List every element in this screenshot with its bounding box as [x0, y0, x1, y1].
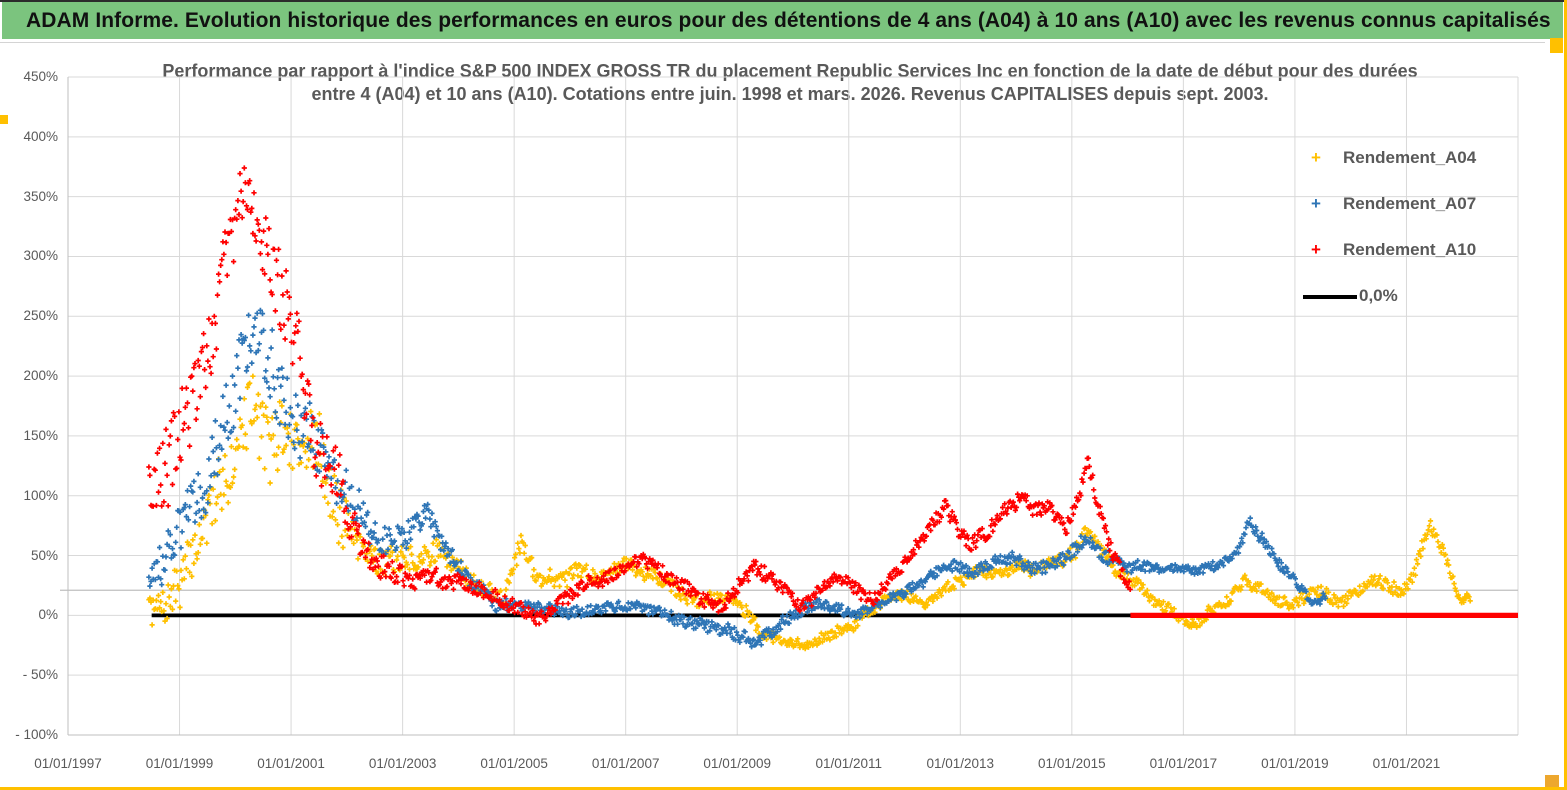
chart-title-line2: entre 4 (A04) et 10 ans (A10). Cotations… — [311, 84, 1269, 104]
series-points-rendement_a07 — [146, 307, 1328, 650]
legend-item-rendement_a07[interactable]: + Rendement_A07 — [1303, 194, 1476, 214]
legend-plus-marker-icon: + — [1311, 194, 1321, 213]
x-tick-label: 01/01/1997 — [34, 756, 102, 771]
x-tick-label: 01/01/2005 — [480, 756, 548, 771]
y-tick-label: - 100% — [15, 727, 58, 742]
legend-label: Rendement_A07 — [1343, 194, 1477, 213]
chart-title-line1: Performance par rapport à l'indice S&P 5… — [162, 61, 1418, 81]
y-tick-label: 0% — [38, 607, 58, 623]
y-tick-label: 100% — [23, 487, 58, 503]
y-tick-label: 300% — [23, 248, 58, 264]
header-title: ADAM Informe. Evolution historique des p… — [26, 8, 1551, 32]
legend-label: Rendement_A04 — [1343, 148, 1477, 167]
x-tick-label: 01/01/2007 — [591, 756, 660, 771]
header-bar: ADAM Informe. Evolution historique des p… — [2, 2, 1563, 39]
gold-right-border — [1564, 0, 1567, 790]
x-tick-label: 01/01/2003 — [368, 756, 437, 771]
x-tick-label: 01/01/2009 — [703, 756, 771, 771]
x-tick-label: 01/01/2001 — [257, 756, 325, 771]
y-tick-label: 50% — [30, 547, 58, 563]
x-tick-label: 01/01/2021 — [1372, 756, 1441, 771]
series-points-rendement_a10 — [146, 165, 1133, 627]
gold-corner-handle-top[interactable] — [1550, 38, 1563, 53]
x-tick-label: 01/01/2011 — [815, 756, 883, 771]
y-tick-label: 250% — [23, 308, 58, 324]
gold-corner-handle-bottom[interactable] — [1545, 775, 1559, 787]
legend-item-rendement_a04[interactable]: + Rendement_A04 — [1303, 148, 1476, 168]
gold-left-mark — [0, 115, 8, 124]
x-tick-label: 01/01/1999 — [145, 756, 214, 771]
y-tick-label: 150% — [23, 427, 58, 443]
y-tick-label: - 50% — [22, 667, 58, 683]
legend-item-rendement_a10[interactable]: + Rendement_A10 — [1303, 240, 1476, 260]
legend-zero-line-sample[interactable] — [1303, 295, 1357, 299]
x-tick-label: 01/01/2015 — [1038, 756, 1106, 771]
window-top-edge — [0, 0, 1567, 2]
legend-plus-marker-icon: + — [1311, 148, 1321, 167]
chart-title: Performance par rapport à l'indice S&P 5… — [60, 60, 1520, 106]
y-tick-label: 400% — [23, 128, 58, 144]
x-tick-label: 01/01/2013 — [926, 756, 995, 771]
legend-plus-marker-icon: + — [1311, 240, 1321, 259]
x-tick-label: 01/01/2019 — [1261, 756, 1329, 771]
legend-zero-label: 0,0% — [1359, 286, 1398, 305]
gold-bottom-border — [0, 787, 1567, 790]
y-tick-label: 200% — [23, 368, 58, 384]
legend-label: Rendement_A10 — [1343, 240, 1477, 259]
x-tick-label: 01/01/2017 — [1149, 756, 1218, 771]
y-tick-label: 450% — [23, 69, 58, 84]
y-tick-label: 350% — [23, 188, 58, 204]
header-divider — [0, 42, 1545, 43]
